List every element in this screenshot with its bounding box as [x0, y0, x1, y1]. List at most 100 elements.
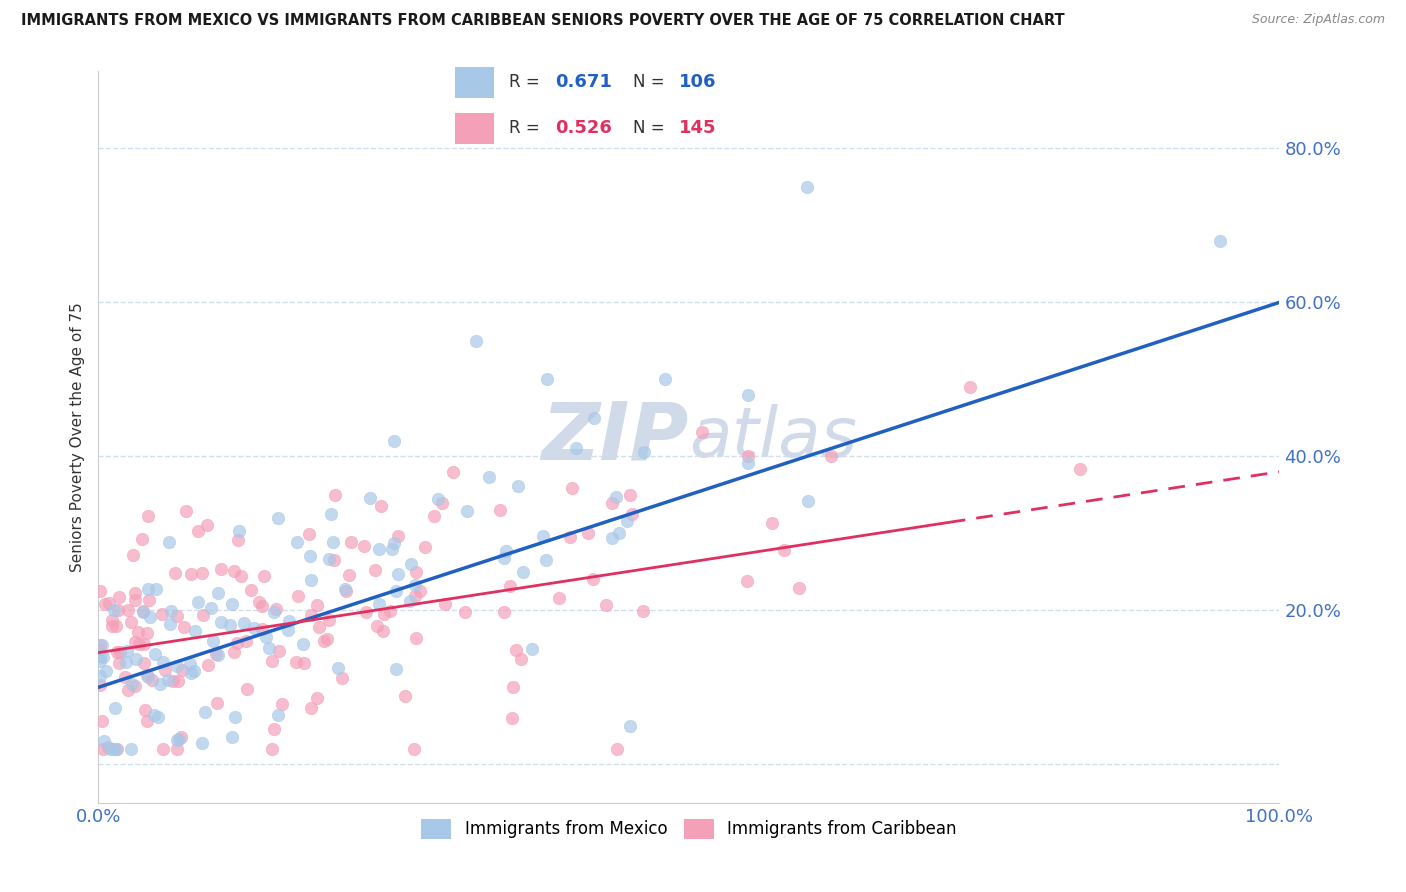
Point — [1069, 462, 1091, 476]
Point — [107, 603, 129, 617]
Point — [240, 583, 263, 598]
Point — [89, 648, 111, 663]
Point — [150, 607, 173, 621]
Point — [247, 594, 270, 608]
Point — [89, 638, 111, 652]
Point — [235, 633, 257, 648]
Text: IMMIGRANTS FROM MEXICO VS IMMIGRANTS FROM CARIBBEAN SENIORS POVERTY OVER THE AGE: IMMIGRANTS FROM MEXICO VS IMMIGRANTS FRO… — [21, 13, 1064, 29]
Point — [224, 709, 246, 723]
Point — [367, 598, 389, 612]
Point — [209, 562, 232, 576]
Point — [263, 605, 285, 619]
Point — [478, 470, 501, 484]
Point — [190, 736, 212, 750]
Point — [404, 589, 426, 603]
Point — [1209, 234, 1232, 248]
Point — [735, 574, 758, 589]
Point — [100, 619, 122, 633]
Point — [492, 605, 515, 619]
Point — [124, 586, 146, 600]
Point — [402, 742, 425, 756]
Text: N =: N = — [633, 120, 671, 137]
Text: R =: R = — [509, 73, 546, 91]
Point — [180, 665, 202, 680]
Point — [505, 643, 527, 657]
Point — [489, 503, 512, 517]
Point — [134, 703, 156, 717]
Point — [166, 673, 188, 688]
Point — [333, 582, 356, 596]
Point — [633, 445, 655, 459]
Point — [409, 583, 432, 598]
Point — [373, 607, 395, 621]
Point — [433, 597, 456, 611]
Point — [364, 563, 387, 577]
Point — [174, 504, 197, 518]
Point — [292, 656, 315, 670]
Point — [93, 649, 115, 664]
Point — [561, 481, 583, 495]
Point — [117, 683, 139, 698]
Point — [378, 604, 401, 618]
Point — [370, 499, 392, 513]
Point — [494, 551, 516, 566]
Point — [105, 619, 128, 633]
Point — [187, 524, 209, 538]
Point — [619, 719, 641, 733]
Point — [564, 441, 586, 455]
Point — [606, 741, 628, 756]
Point — [737, 450, 759, 464]
Point — [132, 656, 155, 670]
Point — [101, 742, 124, 756]
Point — [761, 516, 783, 530]
Point — [131, 604, 153, 618]
Point — [314, 633, 336, 648]
Point — [522, 641, 544, 656]
Point — [582, 572, 605, 586]
Point — [98, 742, 121, 756]
Point — [252, 568, 274, 582]
Point — [353, 539, 375, 553]
Point — [254, 630, 277, 644]
Point — [127, 624, 149, 639]
Point — [124, 593, 146, 607]
Point — [277, 614, 299, 628]
Point — [512, 566, 534, 580]
Point — [277, 623, 299, 637]
Point — [166, 742, 188, 756]
Point — [305, 691, 328, 706]
Point — [387, 567, 409, 582]
Point — [159, 616, 181, 631]
Point — [117, 603, 139, 617]
Point — [166, 609, 188, 624]
Point — [173, 620, 195, 634]
Point — [335, 583, 357, 598]
Point — [285, 535, 308, 549]
Point — [207, 586, 229, 600]
Point — [385, 583, 408, 598]
Point — [308, 620, 330, 634]
Point — [89, 669, 111, 683]
Point — [316, 632, 339, 646]
Point — [160, 604, 183, 618]
Point — [156, 673, 179, 688]
Point — [287, 589, 309, 603]
Point — [270, 698, 292, 712]
Point — [284, 655, 307, 669]
Point — [200, 601, 222, 615]
Point — [136, 582, 159, 597]
Point — [366, 619, 388, 633]
Point — [183, 664, 205, 678]
Point — [170, 663, 193, 677]
Point — [232, 616, 254, 631]
Point — [145, 582, 167, 596]
Point — [205, 648, 228, 662]
Point — [465, 334, 488, 348]
Point — [187, 595, 209, 609]
Point — [89, 584, 111, 599]
Point — [266, 708, 288, 723]
Point — [205, 696, 228, 710]
Point — [228, 524, 250, 539]
Point — [339, 534, 361, 549]
Point — [456, 504, 478, 518]
